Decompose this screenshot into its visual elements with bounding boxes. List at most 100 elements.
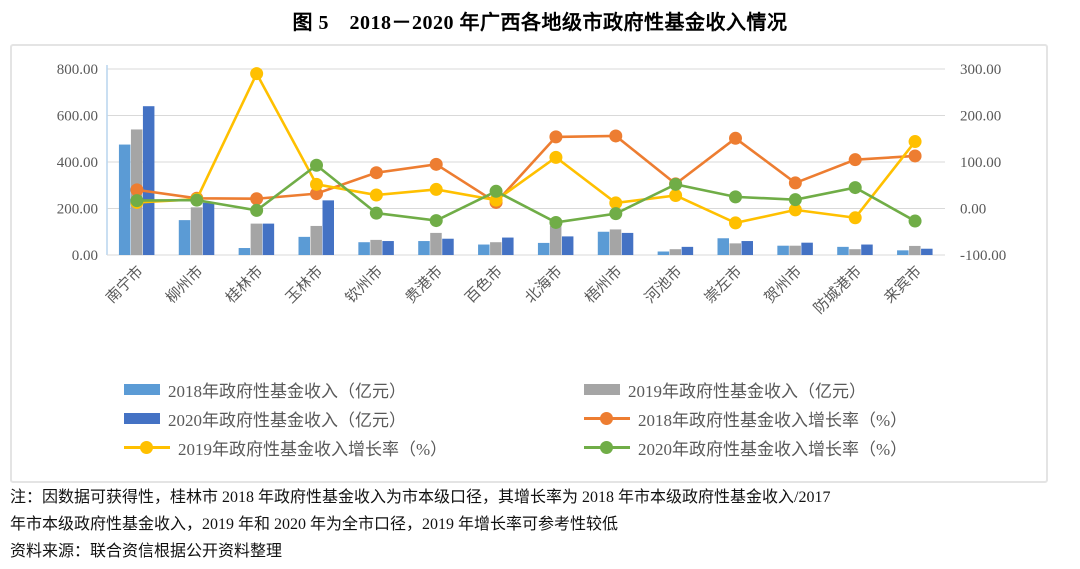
point-2020年-防城港市 [848,181,862,195]
bar-2018年-贵港市 [418,241,430,255]
point-2019年-梧州市 [609,196,623,210]
bar-2019年-梧州市 [609,229,622,255]
x-axis-label-玉林市: 玉林市 [282,263,326,307]
point-2019年-来宾市 [908,135,922,149]
x-axis-label-北海市: 北海市 [522,263,566,307]
legend-item: 2020年政府性基金收入增长率（%） [584,436,907,459]
bar-2018年-北海市 [537,242,550,255]
bar-2019年-来宾市 [909,245,921,255]
bar-2019年-贵港市 [430,232,442,255]
right-axis-tick: 0.00 [960,202,986,218]
legend-item: 2018年政府性基金收入增长率（%） [584,407,908,430]
legend-bar-swatch-icon [124,383,160,395]
bar-2018年-防城港市 [837,246,849,255]
bar-2019年-北海市 [549,225,562,255]
chart-title: 图 5 2018－2020 年广西各地级市政府性基金收入情况 [292,12,788,34]
bar-2020年-来宾市 [921,248,933,255]
bar-2019年-柳州市 [190,207,203,255]
bar-2020年-防城港市 [861,244,873,255]
x-axis-label-防城港市: 防城港市 [811,263,865,317]
point-2020年-北海市 [549,215,563,229]
legend-label: 2018年政府性基金收入（亿元） [168,381,406,401]
legend-column-right: 2019年政府性基金收入（亿元） 2018年政府性基金收入增长率（%） 2020年政… [584,378,908,459]
legend-label: 2019年政府性基金收入（亿元） [628,381,866,401]
bar-2020年-钦州市 [382,241,394,255]
bar-2020年-南宁市 [142,106,155,255]
point-2019年-贺州市 [788,203,802,217]
left-axis-tick: 200.00 [57,202,98,218]
bar-2019年-崇左市 [729,243,741,255]
bar-2018年-南宁市 [118,144,131,255]
legend-item: 2019年政府性基金收入（亿元） [584,378,907,401]
x-axis-label-桂林市: 桂林市 [223,263,267,307]
bar-2018年-桂林市 [238,248,251,255]
legend-dot-icon [600,411,613,425]
right-axis-tick: -100.00 [960,248,1006,264]
bar-2018年-钦州市 [358,242,370,255]
x-axis-label-崇左市: 崇左市 [701,263,745,307]
point-2018年-桂林市 [250,192,264,206]
note-line-1: 注：因数据可获得性，桂林市 2018 年政府性基金收入为市本级口径，其增长率为 … [10,489,831,506]
bar-2020年-玉林市 [322,200,334,255]
point-2018年-梧州市 [609,129,623,143]
legend-label: 2019年政府性基金收入增长率（%） [178,439,448,459]
bar-2018年-梧州市 [597,231,610,255]
point-2020年-梧州市 [609,207,623,221]
legend-line-swatch-icon [584,411,630,425]
bar-2018年-百色市 [478,244,490,255]
bar-2020年-柳州市 [202,202,215,255]
x-axis-label-贺州市: 贺州市 [761,263,805,307]
legend-item: 2019年政府性基金收入增长率（%） [124,436,448,459]
source-line: 资料来源：联合资信根据公开资料整理 [10,543,283,560]
legend-bar-swatch-icon [584,383,620,395]
legend-item: 2020年政府性基金收入（亿元） [124,407,447,430]
bar-2020年-河池市 [681,246,694,255]
bar-2019年-防城港市 [849,249,861,255]
point-2019年-玉林市 [310,177,323,191]
point-2019年-北海市 [549,150,563,164]
x-axis-label-河池市: 河池市 [642,263,686,307]
bar-2019年-钦州市 [370,239,382,255]
chart-frame: 800.00 600.00 400.00 200.00 0.00 300.00 200.00… [10,44,1048,483]
bar-2019年-桂林市 [250,223,263,255]
point-2018年-崇左市 [729,131,742,145]
legend-bar-swatch-icon [124,412,160,424]
note-line-2: 年市本级政府性基金收入，2019 年和 2020 年为全市口径，2019 年增长… [10,516,619,533]
chart-canvas: 800.00 600.00 400.00 200.00 0.00 300.00 200.00… [57,62,1007,317]
point-2018年-贵港市 [429,157,443,171]
bar-2018年-柳州市 [178,220,191,255]
point-2020年-贵港市 [429,214,443,228]
line-2020年 [136,163,916,224]
line-2018年 [136,134,916,205]
point-2018年-防城港市 [848,153,862,167]
right-axis-tick: 300.00 [960,62,1001,78]
line-2019年 [136,70,917,225]
left-axis-tick: 0.00 [72,248,98,264]
bar-2019年-贺州市 [789,245,801,255]
point-2019年-桂林市 [250,67,264,81]
x-axis-label-贵港市: 贵港市 [402,263,446,307]
point-2020年-河池市 [669,177,683,191]
x-axis-label-来宾市: 来宾市 [881,263,925,307]
x-axis-label-百色市: 百色市 [462,263,506,307]
point-2020年-玉林市 [310,158,323,172]
point-2020年-贺州市 [788,193,802,207]
point-2020年-百色市 [489,184,503,198]
bar-2018年-崇左市 [717,238,729,255]
point-2020年-南宁市 [130,194,144,208]
point-2020年-钦州市 [369,206,383,220]
bar-2019年-玉林市 [310,225,322,255]
point-2018年-贺州市 [788,176,802,190]
point-2020年-崇左市 [729,190,742,204]
left-axis-tick: 600.00 [57,109,98,125]
legend-line-swatch-icon [584,440,630,454]
point-2019年-钦州市 [369,188,383,202]
bar-2020年-北海市 [561,236,574,255]
legend-column-left: 2018年政府性基金收入（亿元） 2020年政府性基金收入（亿元） 2019年政府性… [124,378,448,459]
point-2019年-贵港市 [429,182,443,196]
point-2019年-崇左市 [729,216,742,230]
x-axis-label-柳州市: 柳州市 [163,263,207,307]
point-2020年-桂林市 [250,203,264,217]
x-axis-label-钦州市: 钦州市 [342,263,386,307]
legend-label: 2018年政府性基金收入增长率（%） [638,410,908,430]
